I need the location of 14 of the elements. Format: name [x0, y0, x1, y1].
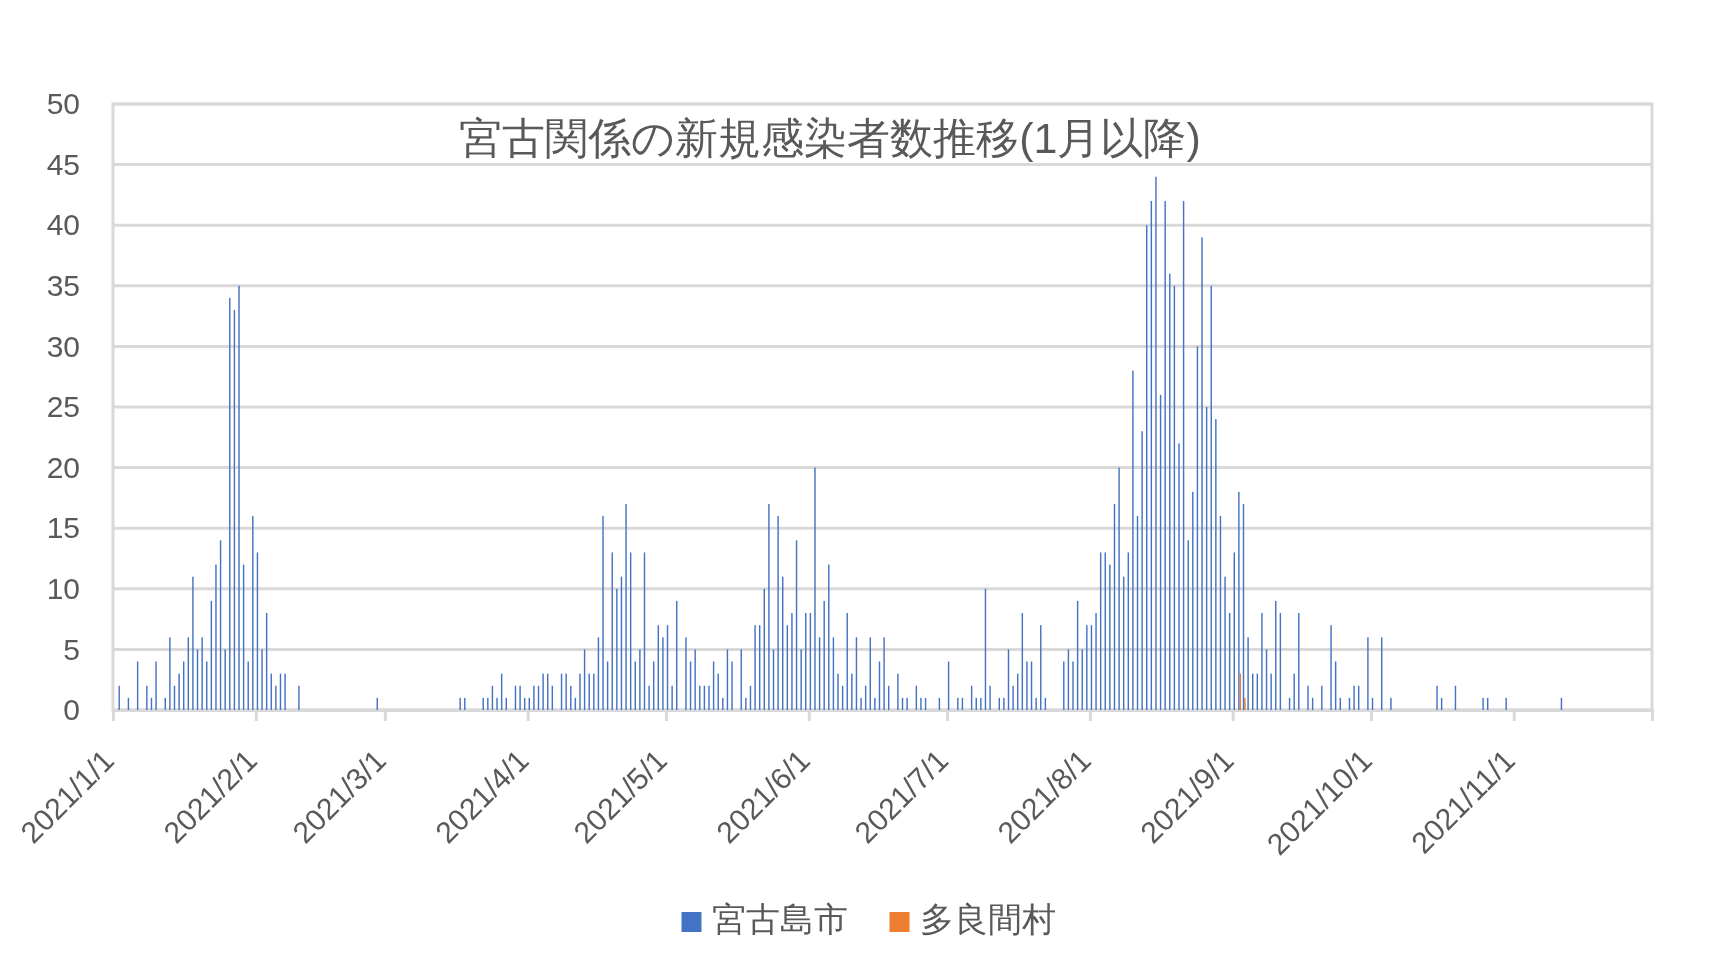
y-tick-label: 40: [46, 208, 80, 242]
legend-label: 宮古島市: [711, 899, 848, 938]
y-tick-label: 5: [63, 632, 80, 666]
y-tick-label: 30: [46, 329, 80, 363]
y-tick-label: 0: [63, 693, 80, 727]
legend-label: 多良間村: [919, 899, 1056, 938]
y-tick-label: 10: [46, 571, 80, 605]
y-tick-label: 15: [46, 511, 80, 545]
y-tick-label: 45: [46, 147, 80, 181]
y-tick-label: 25: [46, 390, 80, 424]
y-tick-label: 50: [46, 87, 80, 121]
y-tick-label: 35: [46, 268, 80, 302]
chart-title: 宮古関係の新規感染者数推移(1月以降): [459, 114, 1201, 163]
y-tick-label: 20: [46, 450, 80, 484]
